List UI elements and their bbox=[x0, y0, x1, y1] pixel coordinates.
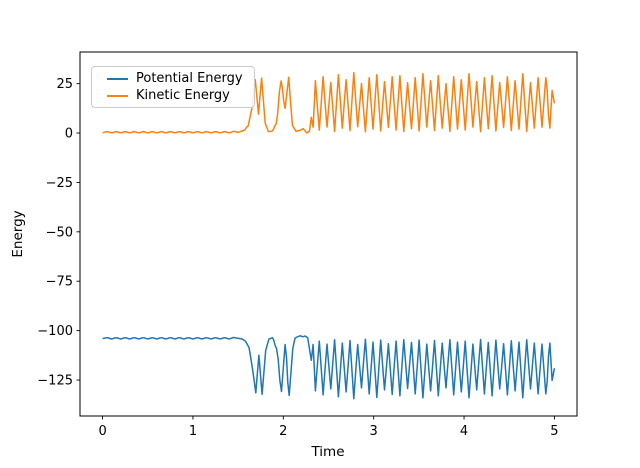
x-tick-label: 1 bbox=[189, 424, 197, 439]
y-tick-label: −75 bbox=[46, 275, 73, 290]
x-tick-label: 4 bbox=[460, 424, 468, 439]
y-tick-label: −125 bbox=[37, 374, 73, 389]
x-tick-label: 3 bbox=[370, 424, 378, 439]
legend-item-potential-energy: Potential Energy bbox=[107, 70, 248, 87]
y-tick-label: 0 bbox=[65, 127, 73, 142]
y-tick-label: −100 bbox=[37, 324, 73, 339]
potential-energy-line bbox=[102, 335, 556, 400]
legend-label-potential-energy: Potential Energy bbox=[136, 71, 243, 86]
plot-frame bbox=[79, 51, 578, 417]
legend-label-kinetic-energy: Kinetic Energy bbox=[136, 88, 230, 103]
y-tick-label: −50 bbox=[46, 225, 73, 240]
potential-energy-line-swatch bbox=[107, 77, 128, 80]
y-tick-label: 25 bbox=[56, 77, 73, 92]
kinetic-energy-line-swatch bbox=[107, 94, 128, 97]
x-tick-label: 0 bbox=[98, 424, 106, 439]
x-tick-label: 2 bbox=[279, 424, 287, 439]
x-axis-label: Time bbox=[310, 444, 344, 460]
kinetic-energy-line bbox=[102, 71, 556, 134]
y-axis-label: Energy bbox=[10, 210, 26, 257]
y-tick-label: −25 bbox=[46, 176, 73, 191]
legend-item-kinetic-energy: Kinetic Energy bbox=[107, 87, 248, 104]
legend: Potential Energy Kinetic Energy bbox=[91, 66, 255, 108]
x-tick-label: 5 bbox=[550, 424, 558, 439]
